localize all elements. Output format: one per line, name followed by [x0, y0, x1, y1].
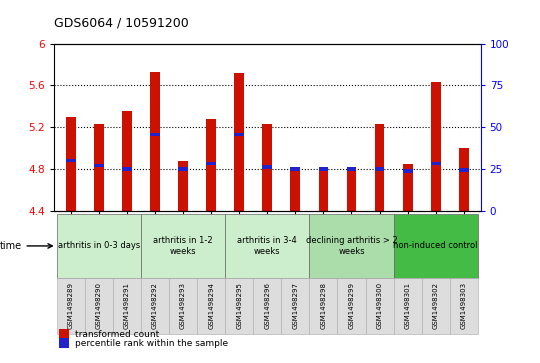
Text: non-induced control: non-induced control [394, 241, 478, 250]
Bar [431, 162, 441, 166]
Bar [403, 164, 413, 211]
Bar [319, 167, 328, 211]
Bar [234, 132, 244, 136]
Text: GSM1498300: GSM1498300 [376, 282, 382, 329]
Bar [66, 159, 76, 162]
Text: GSM1498298: GSM1498298 [320, 282, 327, 329]
Text: arthritis in 0-3 days: arthritis in 0-3 days [58, 241, 140, 250]
Text: GSM1498301: GSM1498301 [404, 282, 410, 329]
Bar [150, 72, 160, 211]
Text: GSM1498296: GSM1498296 [264, 282, 271, 329]
Text: GSM1498299: GSM1498299 [348, 282, 354, 329]
Bar [122, 167, 132, 171]
Text: GDS6064 / 10591200: GDS6064 / 10591200 [54, 16, 189, 29]
Bar [375, 124, 384, 211]
Bar [459, 168, 469, 172]
Text: GSM1498292: GSM1498292 [152, 282, 158, 329]
Bar [234, 73, 244, 211]
Text: arthritis in 1-2
weeks: arthritis in 1-2 weeks [153, 236, 213, 256]
Text: GSM1498295: GSM1498295 [236, 282, 242, 329]
Text: GSM1498291: GSM1498291 [124, 282, 130, 329]
Text: GSM1498289: GSM1498289 [68, 282, 74, 329]
Bar [122, 111, 132, 211]
Bar [347, 168, 356, 211]
Text: GSM1498294: GSM1498294 [208, 282, 214, 329]
Bar [178, 162, 188, 211]
Bar [375, 167, 384, 171]
Bar [206, 162, 216, 166]
Bar [459, 148, 469, 211]
Bar [94, 124, 104, 211]
Text: time: time [0, 241, 22, 251]
Text: GSM1498297: GSM1498297 [292, 282, 299, 329]
Bar [178, 167, 188, 171]
Bar [94, 164, 104, 167]
Bar [347, 167, 356, 171]
Bar [431, 82, 441, 211]
Bar [262, 165, 272, 168]
Bar [262, 124, 272, 211]
Text: GSM1498293: GSM1498293 [180, 282, 186, 329]
Bar [319, 167, 328, 171]
Text: transformed count: transformed count [75, 330, 159, 339]
Text: percentile rank within the sample: percentile rank within the sample [75, 339, 228, 348]
Bar [150, 132, 160, 136]
Bar [291, 167, 300, 171]
Text: GSM1498302: GSM1498302 [433, 282, 438, 329]
Text: GSM1498290: GSM1498290 [96, 282, 102, 329]
Bar [403, 169, 413, 173]
Bar [206, 119, 216, 211]
Text: declining arthritis > 2
weeks: declining arthritis > 2 weeks [306, 236, 397, 256]
Bar [66, 117, 76, 211]
Text: GSM1498303: GSM1498303 [461, 282, 467, 329]
Bar [291, 169, 300, 211]
Text: arthritis in 3-4
weeks: arthritis in 3-4 weeks [238, 236, 297, 256]
